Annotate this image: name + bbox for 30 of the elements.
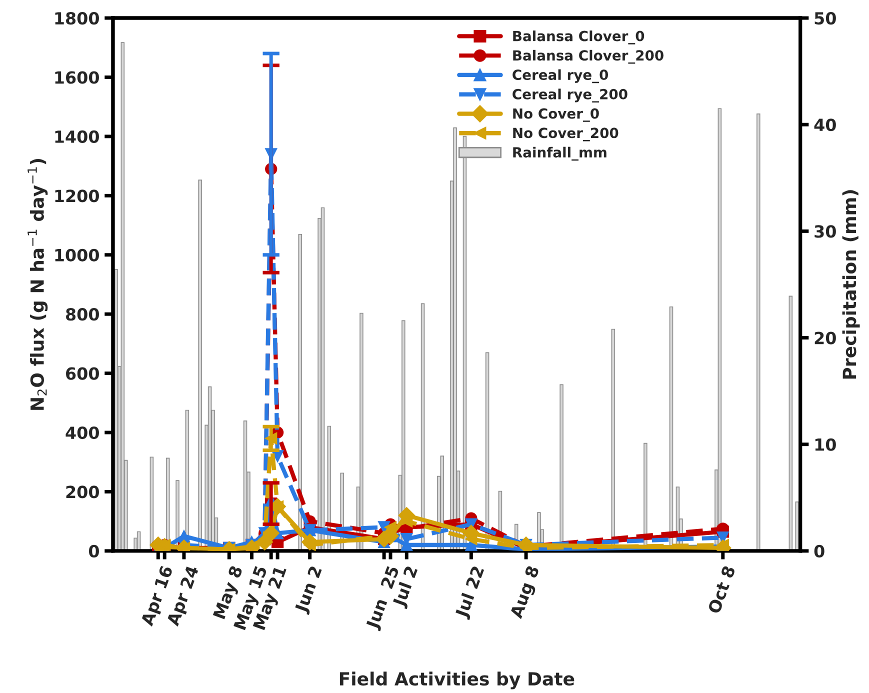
legend-label: Cereal rye_200: [512, 88, 628, 102]
x-axis-title: Field Activities by Date: [340, 672, 574, 690]
y-tick-label: 0: [88, 544, 99, 558]
y2-tick-label: 20: [814, 332, 836, 344]
y2-tick-label: 50: [814, 12, 836, 25]
y2-axis-title: Precipitation (mm): [842, 190, 860, 379]
y-tick-label: 600: [66, 367, 99, 380]
y2-tick-label: 0: [814, 544, 824, 558]
legend-label: No Cover_0: [513, 108, 599, 122]
y-tick-label: 400: [66, 426, 99, 440]
y2-tick-label: 10: [815, 438, 836, 451]
legend-label: Rainfall_mm: [513, 146, 606, 161]
y-axis-title: N$_{2}$O flux (g N ha$^{−1}$ day$^{−1}$): [28, 158, 48, 410]
y-tick-label: 1000: [55, 248, 99, 262]
y-tick-label: 1400: [55, 130, 99, 144]
x-tick-label: Jun 2: [294, 566, 325, 615]
legend-label: Balansa Clover_200: [513, 50, 664, 64]
legend-label: Balansa Clover_0: [513, 30, 644, 44]
y-tick-label: 800: [66, 308, 99, 321]
y-tick-label: 200: [66, 486, 99, 498]
y2-tick-label: 40: [814, 118, 836, 132]
y-tick-label: 1600: [55, 71, 99, 84]
x-tick-label: Aug 8: [509, 565, 543, 620]
legend-label: Cereal rye_0: [512, 69, 608, 84]
x-tick-label: Oct 8: [707, 565, 736, 614]
y-tick-label: 1200: [55, 190, 99, 202]
y-tick-label: 1800: [55, 12, 99, 25]
y2-tick-label: 30: [814, 225, 836, 238]
x-tick-label: Jul 22: [454, 565, 488, 620]
legend-label: No Cover_200: [513, 128, 618, 142]
